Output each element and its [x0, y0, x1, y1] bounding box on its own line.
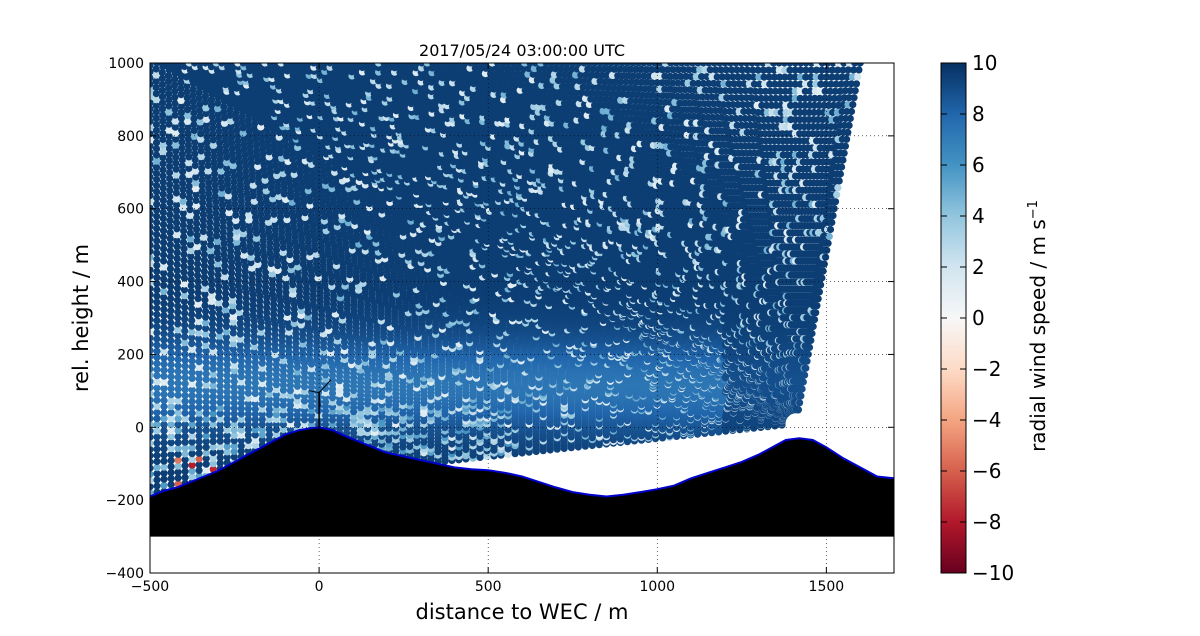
wind-point: [153, 335, 161, 343]
wind-point: [150, 483, 154, 491]
wind-point: [153, 310, 161, 319]
wind-point: [209, 460, 217, 468]
wind-point: [195, 461, 203, 469]
wind-point: [153, 470, 161, 478]
wind-point: [153, 451, 161, 459]
wind-point: [153, 292, 161, 300]
wind-point: [174, 462, 182, 470]
wind-point: [153, 218, 161, 227]
wind-point: [188, 473, 196, 481]
wind-point: [209, 454, 217, 462]
wind-point: [159, 178, 167, 186]
wind-point: [181, 456, 189, 464]
wind-point: [153, 194, 161, 202]
wind-point: [153, 359, 161, 368]
plot-area: [150, 63, 894, 537]
wind-point: [223, 453, 231, 461]
wind-point: [188, 455, 196, 463]
wind-point: [150, 470, 154, 478]
wind-point: [153, 464, 161, 472]
wind-point: [202, 449, 210, 457]
wind-point: [188, 461, 196, 469]
wind-point: [167, 457, 175, 465]
wind-field: [150, 63, 864, 497]
wind-point: [237, 447, 245, 455]
wind-point: [188, 450, 196, 458]
wind-point: [167, 463, 175, 471]
chart-title: 2017/05/24 03:00:00 UTC: [419, 41, 625, 60]
wind-point: [174, 450, 182, 458]
wind-point: [153, 482, 161, 490]
wind-point: [153, 476, 161, 484]
wind-point: [153, 274, 161, 282]
wind-point: [174, 474, 182, 482]
wind-point: [160, 469, 168, 477]
wind-point: [150, 464, 154, 472]
wind-point: [174, 468, 182, 476]
wind-point: [188, 467, 196, 475]
wind-point: [153, 237, 161, 245]
wind-point: [153, 433, 161, 441]
wind-point: [167, 469, 175, 477]
wind-point: [181, 462, 189, 470]
wind-point: [195, 449, 203, 457]
wind-point: [150, 458, 154, 466]
wind-point: [160, 463, 168, 471]
wind-point: [160, 481, 168, 489]
wind-point: [181, 450, 189, 458]
wind-point: [153, 182, 161, 190]
wind-point: [167, 475, 175, 483]
wind-point: [153, 384, 161, 392]
wind-point: [153, 408, 161, 417]
wind-point: [216, 448, 224, 456]
wind-point: [202, 460, 210, 468]
wind-point: [230, 447, 238, 456]
wind-point: [150, 452, 154, 460]
wind-point: [181, 467, 189, 476]
wind-point: [216, 459, 224, 467]
wind-point: [209, 449, 217, 457]
wind-point: [167, 451, 175, 459]
wind-point: [160, 457, 168, 465]
wind-point: [230, 453, 238, 461]
wind-point: [202, 466, 210, 474]
wind-point: [153, 255, 161, 263]
wind-point: [153, 457, 161, 466]
wind-point: [223, 448, 231, 456]
wind-point: [167, 481, 175, 489]
wind-point: [160, 451, 168, 459]
wind-point: [174, 456, 182, 464]
wind-point: [202, 455, 210, 463]
wind-point: [181, 473, 189, 481]
wind-point: [195, 466, 203, 474]
wind-point: [195, 455, 203, 463]
wind-point: [150, 476, 154, 485]
wind-point: [160, 475, 168, 483]
wind-point: [216, 454, 224, 462]
